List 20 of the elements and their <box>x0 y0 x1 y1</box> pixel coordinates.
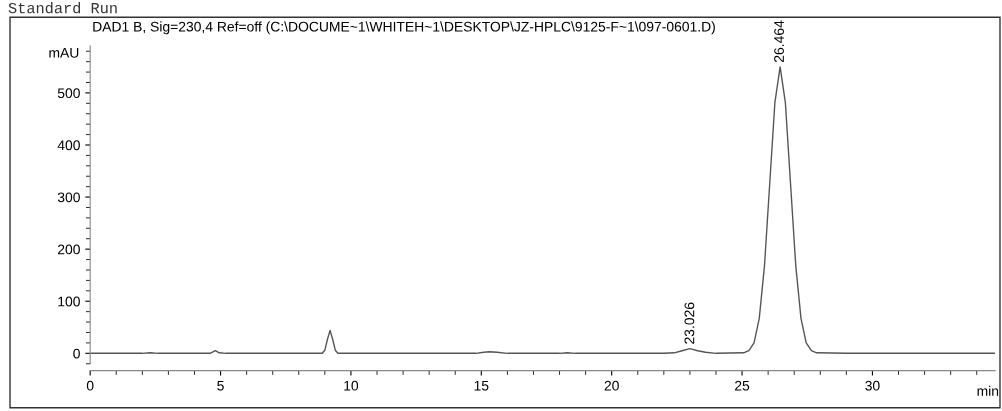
annotation: 26.464 <box>774 20 784 62</box>
x-tick-label: 5 <box>217 380 224 391</box>
y-tick-label: 200 <box>57 244 80 255</box>
y-tick-label: 0 <box>73 348 80 359</box>
chart-title: Standard Run <box>8 2 117 14</box>
x-tick-label: 30 <box>865 380 880 391</box>
y-axis-title: mAU <box>49 48 79 58</box>
x-tick-label: 25 <box>735 380 750 391</box>
y-tick-label: 300 <box>57 192 80 203</box>
line-series <box>90 66 995 355</box>
y-tick-label: 100 <box>58 296 80 307</box>
x-tick-label: 0 <box>86 380 94 391</box>
x-axis-title: min <box>977 385 999 396</box>
x-tick-label: 20 <box>604 380 619 391</box>
y-tick-label: 500 <box>57 88 80 99</box>
x-tick-label: 10 <box>344 380 359 391</box>
chart-subtitle: DAD1 B, Sig=230,4 Ref=off (C:\DOCUME~1\WHITEH~1\DESKTOP\JZ-HPLC\9125-F~1\097-0601.D) <box>93 21 715 35</box>
annotation: 23.026 <box>684 302 695 344</box>
y-tick-label: 400 <box>57 140 80 151</box>
x-tick-label: 15 <box>474 380 489 391</box>
